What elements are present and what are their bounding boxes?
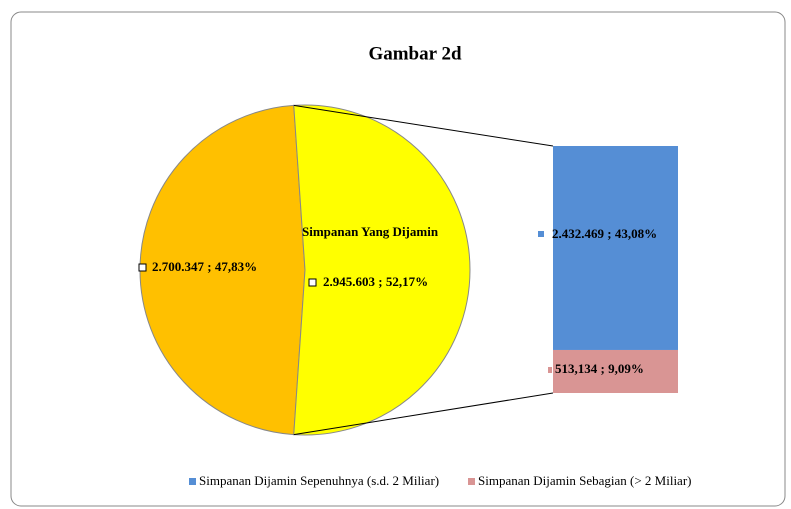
- data-label: 2.945.603 ; 52,17%: [323, 274, 428, 289]
- label-marker: [548, 367, 552, 373]
- data-label: 2.700.347 ; 47,83%: [152, 259, 257, 274]
- category-label: Simpanan Yang Dijamin: [302, 224, 439, 239]
- data-label: 513,134 ; 9,09%: [555, 361, 644, 376]
- label-marker: [308, 278, 317, 287]
- legend-swatch: [468, 478, 475, 485]
- legend-label: Simpanan Dijamin Sebagian (> 2 Miliar): [478, 473, 691, 488]
- bar-segment: [553, 349, 678, 393]
- connector: [293, 392, 554, 436]
- connector: [293, 104, 554, 147]
- legend-label: Simpanan Dijamin Sepenuhnya (s.d. 2 Mili…: [199, 473, 439, 488]
- chart-title: Gambar 2d: [368, 43, 462, 64]
- legend-swatch: [189, 478, 196, 485]
- data-label: 2.432.469 ; 43,08%: [552, 226, 657, 241]
- label-marker: [538, 231, 544, 237]
- bar-segment: [553, 146, 678, 350]
- label-marker: [138, 263, 147, 272]
